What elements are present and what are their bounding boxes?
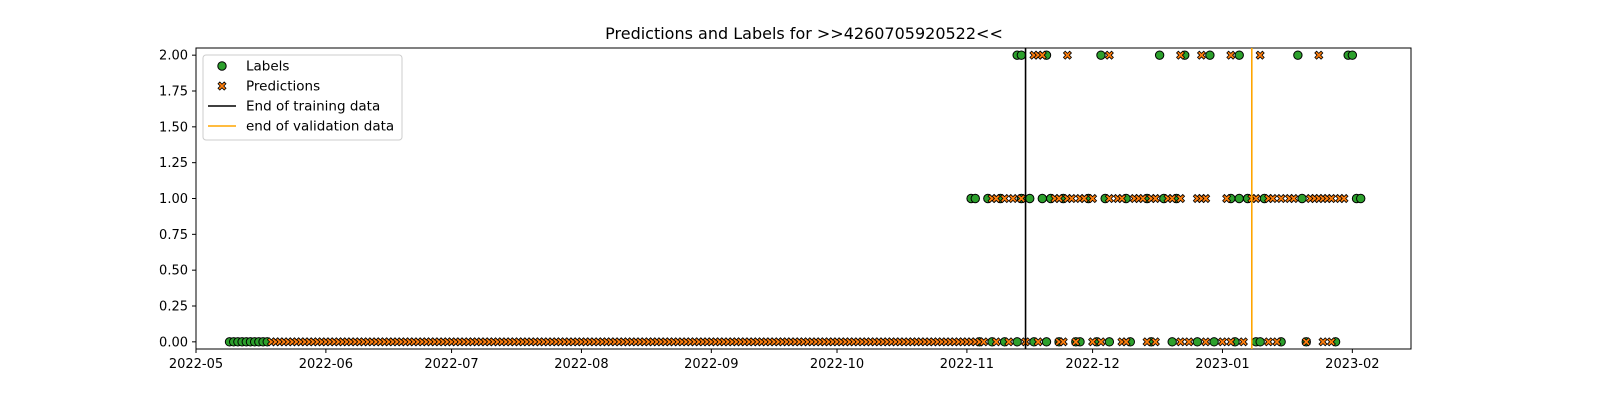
label-point <box>1025 193 1035 204</box>
x-tick-label: 2022-05 <box>169 357 223 372</box>
label-point <box>1293 50 1303 60</box>
label-point <box>1347 50 1358 60</box>
prediction-point <box>991 337 1001 347</box>
chart-title: Predictions and Labels for >>42607059205… <box>605 24 1003 43</box>
x-tick-label: 2022-08 <box>554 357 608 372</box>
prediction-point <box>1033 337 1043 347</box>
prediction-point <box>1071 337 1081 347</box>
y-tick-label: 1.00 <box>159 192 188 207</box>
label-point <box>1234 50 1244 60</box>
prediction-point <box>1176 193 1186 204</box>
y-tick-label: 2.00 <box>159 49 188 64</box>
legend-box <box>202 54 403 141</box>
label-point <box>1255 337 1265 347</box>
prediction-point <box>1289 193 1299 204</box>
legend-predictions-marker <box>217 81 227 91</box>
label-point <box>1104 337 1115 347</box>
x-tick-label: 2023-02 <box>1325 357 1379 372</box>
legend-label: Labels <box>246 59 289 75</box>
prediction-point <box>1008 193 1018 204</box>
legend-label: Predictions <box>246 79 320 95</box>
prediction-point <box>1276 193 1286 204</box>
prediction-point <box>1176 337 1186 347</box>
prediction-point <box>1314 50 1324 60</box>
label-point <box>1297 193 1307 204</box>
prediction-point <box>1150 193 1160 204</box>
plot-area: 0.00 0.25 0.50 0.75 1.00 1.25 1.50 1.75 2.00 2022… <box>159 47 1412 372</box>
label-point <box>1234 193 1244 204</box>
legend-labels-marker <box>217 61 227 71</box>
prediction-point <box>1226 337 1236 347</box>
prediction-point <box>1004 337 1014 347</box>
prediction-point <box>1326 337 1336 347</box>
prediction-point <box>1318 337 1328 347</box>
label-point <box>1356 193 1366 204</box>
prediction-point <box>1104 50 1114 60</box>
y-tick-label: 0.75 <box>159 228 188 243</box>
y-tick-label: 1.50 <box>159 120 188 135</box>
x-tick-label: 2022-10 <box>810 357 864 372</box>
y-tick-label: 0.00 <box>159 335 188 350</box>
prediction-point <box>1037 50 1047 60</box>
label-point <box>1041 337 1052 347</box>
prediction-point <box>1096 337 1106 347</box>
label-point <box>1016 50 1027 60</box>
prediction-point <box>1121 337 1131 347</box>
y-tick-label: 1.25 <box>159 156 188 171</box>
prediction-point <box>1217 337 1228 347</box>
prediction-point <box>1301 337 1311 347</box>
legend: Labels Predictions End of training data end… <box>202 54 403 141</box>
prediction-point <box>1184 337 1194 347</box>
x-tick-label: 2022-11 <box>940 357 994 372</box>
prediction-point <box>1176 50 1186 60</box>
y-tick-label: 1.75 <box>159 85 188 100</box>
prediction-point <box>1196 50 1207 60</box>
label-point <box>1037 193 1048 204</box>
legend-label: end of validation data <box>246 119 394 135</box>
label-point <box>1012 337 1022 347</box>
prediction-point <box>1058 337 1068 347</box>
legend-label: End of training data <box>246 99 380 115</box>
prediction-point <box>1255 50 1265 60</box>
label-point <box>1167 337 1177 347</box>
x-tick-label: 2022-06 <box>299 357 353 372</box>
prediction-point <box>979 337 989 347</box>
prediction-point <box>1263 337 1274 347</box>
label-point <box>1154 50 1165 60</box>
prediction-point <box>1226 50 1236 60</box>
label-point <box>1096 50 1106 60</box>
prediction-point <box>1117 193 1127 204</box>
label-point <box>1209 337 1219 347</box>
prediction-point <box>1339 193 1349 204</box>
prediction-point <box>1238 337 1248 347</box>
prediction-point <box>1201 337 1211 347</box>
prediction-point <box>1150 337 1160 347</box>
x-tick-label: 2022-09 <box>684 357 738 372</box>
x-tick-label: 2022-12 <box>1065 357 1119 372</box>
x-tick-label: 2023-01 <box>1195 357 1249 372</box>
prediction-point <box>1272 337 1282 347</box>
prediction-point <box>1201 193 1211 204</box>
prediction-point <box>1062 50 1073 60</box>
prediction-point <box>1222 193 1232 204</box>
x-tick-label: 2022-07 <box>424 357 478 372</box>
prediction-point <box>1088 193 1098 204</box>
label-point <box>1205 50 1215 60</box>
y-tick-label: 0.50 <box>159 264 188 279</box>
y-tick-label: 0.25 <box>159 300 188 315</box>
label-point <box>970 193 980 204</box>
label-point <box>1192 337 1203 347</box>
